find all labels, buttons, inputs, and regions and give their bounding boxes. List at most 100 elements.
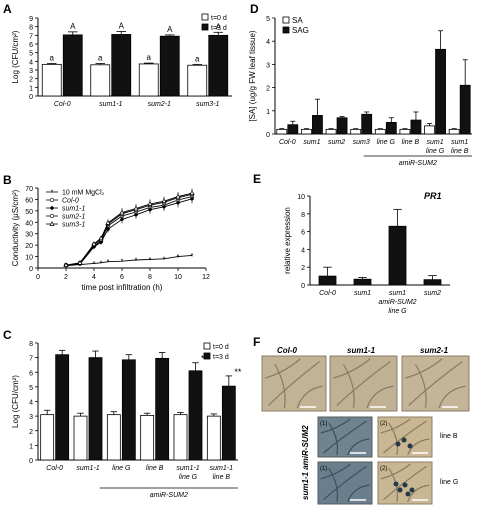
data-point-10-mm-mgcl: *: [107, 259, 110, 266]
group-label: amiR-SUM2: [150, 492, 188, 499]
leaf-vein: [414, 363, 427, 409]
y-tick-label: 10: [25, 255, 33, 262]
y-tick-label: 0: [266, 132, 270, 139]
y-tick-label: 4: [29, 400, 33, 407]
legend-swatch-t-0-d: [201, 13, 209, 21]
bar-t-3-d-sum1-1-line-g: [188, 370, 203, 461]
significance-letter: A: [167, 25, 173, 34]
leaf-vein: [320, 463, 351, 480]
bar-sa-sum3: [350, 128, 362, 135]
y-tick-label: 2: [266, 86, 270, 93]
panel-letter-e: E: [253, 172, 261, 186]
data-point-sum3-1: [63, 262, 69, 267]
bar-value-sum1: [353, 278, 372, 286]
legend-marker-col-0: [49, 197, 55, 203]
significance-letter: a: [98, 54, 103, 63]
x-tick-label: Col-0: [46, 465, 63, 472]
leaf-vein: [328, 422, 339, 456]
data-point-10-mm-mgcl: *: [135, 258, 138, 265]
bar-value-col-0: [318, 275, 337, 286]
chart-a-bacterial-growth: 0 12 3 45 6 78 9 Log (CFU/cm²) a Aa Aa Aa A Col-0 sum1…: [11, 13, 232, 108]
y-axis-label: [SA] (ug/g FW leaf tissue): [248, 30, 257, 121]
x-tick-label: sum1-1: [76, 465, 99, 472]
bar-t-0-d-line-b: [140, 414, 155, 461]
x-tick-label: line B: [146, 465, 164, 472]
bar-t-0-d-sum1-1-line-g: [173, 414, 188, 461]
legend-swatch-sag: [282, 26, 290, 34]
panel-letter-d: D: [250, 2, 259, 16]
data-point-sum3-1: [175, 193, 181, 199]
y-tick-label: 1: [29, 85, 33, 92]
leaf-vein: [323, 420, 367, 454]
leaf-photo-sum1-1: [329, 355, 398, 412]
bar-t-3-d-col-0: [55, 354, 70, 461]
x-tick-label: sum1-1: [176, 465, 199, 472]
chart-title: PR1: [424, 191, 442, 201]
leaf-vein: [366, 385, 394, 409]
data-point-sum3-1: [119, 209, 125, 215]
x-tick-label: 12: [202, 274, 210, 281]
data-point-10-mm-mgcl: *: [93, 261, 96, 268]
x-tick-label: sum3-1: [196, 101, 219, 108]
legend-label-t-3-d: t=3 d: [211, 25, 227, 32]
panel-letter-a: A: [3, 2, 12, 16]
stain-spot: [405, 491, 411, 497]
bar-t-0-d-sum1-1-line-b: [206, 415, 221, 461]
significance-letter: A: [119, 21, 125, 30]
x-tick-label: sum1-1: [210, 465, 233, 472]
bar-t-0-d-col-0: [40, 414, 55, 461]
leaf-vein: [336, 361, 391, 406]
data-point-10-mm-mgcl: *: [121, 259, 124, 266]
legend-swatch-t-0-d: [203, 342, 211, 350]
data-point-sum1-1: [105, 226, 111, 232]
bar-t-0-d-line-g: [106, 414, 121, 461]
legend-swatch-sa: [282, 16, 290, 24]
y-tick-label: 0: [29, 458, 33, 465]
y-tick-label: 4: [29, 59, 33, 66]
data-point-sum3-1: [105, 219, 111, 225]
legend-label-t-0-d: t=0 d: [211, 15, 227, 22]
x-tick-label: 10: [174, 274, 182, 281]
f-line-g-label: line G: [440, 479, 458, 486]
y-tick-label: 7: [29, 33, 33, 40]
y-tick-label: 8: [29, 341, 33, 348]
legend-marker-10-mm-mgcl: *: [51, 190, 54, 197]
y-tick-label: 10: [297, 194, 305, 201]
bar-sag-col-0: [287, 124, 299, 135]
x-tick-label: line G: [388, 308, 407, 315]
panel-letter-f: F: [253, 335, 260, 349]
f-line-b-label: line B: [440, 433, 458, 440]
x-tick-label: sum2-1: [148, 101, 171, 108]
chart-c-bacterial-growth-lines: 0 1 2 3 4 5 6 7 8 Log (CFU/cm²) Col-0 sum1-1 line G l…: [11, 341, 242, 499]
f-sub-label-1-g: (1): [320, 466, 327, 472]
legend-marker-sum2-1: [49, 213, 55, 219]
y-tick-label: 5: [266, 16, 270, 23]
x-tick-label: sum1: [389, 290, 406, 297]
legend-label-sag: SAG: [292, 26, 309, 35]
bar-sag-sum1: [312, 115, 323, 135]
y-tick-label: 40: [25, 220, 33, 227]
x-tick-label: sum1: [427, 139, 444, 146]
data-point-sum1-1: [147, 207, 153, 212]
stain-spot: [409, 487, 415, 493]
leaf-vein: [347, 438, 370, 456]
significance-letter: A: [216, 22, 222, 31]
bar-t-3-d-col-0: [62, 34, 83, 97]
x-tick-label: Col-0: [54, 101, 71, 108]
panel-f-leaf-images: Col-0 sum1-1 sum2-1 sum1-1 amiR-SUM2 (1)…: [261, 346, 470, 505]
y-tick-label: 7: [29, 356, 33, 363]
y-tick-label: 1: [266, 109, 270, 116]
x-tick-label: 0: [36, 274, 40, 281]
bar-t-3-d-line-g: [121, 359, 136, 461]
data-point-sum3-1: [91, 241, 97, 246]
leaf-vein: [320, 418, 351, 434]
bar-sag-sum2: [336, 117, 348, 135]
y-tick-label: 4: [266, 39, 270, 46]
bar-t-3-d-sum3-1: [208, 34, 229, 97]
stain-spot: [395, 441, 401, 447]
stain-spot: [393, 481, 399, 487]
y-tick-label: 0: [301, 283, 305, 290]
y-tick-label: 6: [29, 370, 33, 377]
bar-t-0-d-sum2-1: [138, 63, 159, 97]
bar-sag-sum3: [361, 113, 373, 135]
